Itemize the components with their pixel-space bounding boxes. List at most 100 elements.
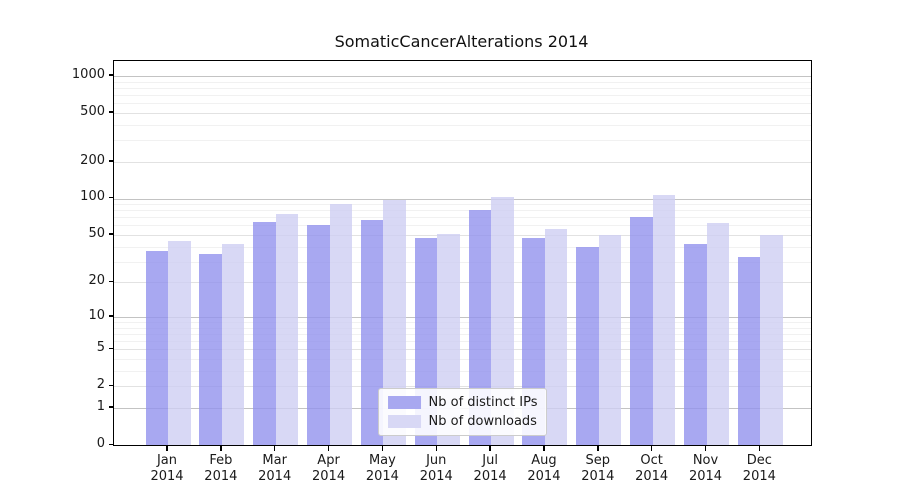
- x-tick-mar: [273, 445, 276, 451]
- gridline-y-5: [114, 349, 811, 351]
- bar-nov-downloads: [706, 222, 729, 445]
- bar-may-downloads: [383, 200, 406, 445]
- gridline-y-200: [114, 161, 811, 163]
- legend-swatch-downloads: [387, 415, 421, 428]
- gridline-y-4: [114, 359, 811, 360]
- y-tick-0: [109, 443, 114, 445]
- y-tick-500: [109, 111, 114, 113]
- plot-area: Nb of distinct IPs Nb of downloads: [113, 60, 812, 446]
- gridline-y-1000: [114, 76, 811, 77]
- bar-jan-downloads: [168, 240, 191, 445]
- bar-dec-distinct-ips: [737, 256, 761, 445]
- legend-label-distinct-ips: Nb of distinct IPs: [428, 395, 538, 410]
- x-tick-label-jan: Jan 2014: [150, 453, 184, 484]
- x-tick-label-jun: Jun 2014: [419, 453, 453, 484]
- bar-feb-distinct-ips: [199, 253, 222, 445]
- gridline-y-700: [114, 95, 811, 96]
- bar-apr-distinct-ips: [307, 224, 330, 445]
- gridline-y-500: [114, 112, 811, 114]
- x-tick-label-aug: Aug 2014: [527, 453, 561, 484]
- y-tick-1: [109, 406, 114, 408]
- y-tick-label-100: 100: [80, 189, 105, 205]
- gridline-y-50: [114, 235, 811, 236]
- gridline-y-800: [114, 87, 811, 89]
- x-tick-label-jul: Jul 2014: [473, 453, 507, 484]
- bar-dec-downloads: [760, 235, 783, 445]
- gridline-y-8: [114, 327, 811, 329]
- gridline-y-9: [114, 322, 811, 323]
- y-tick-label-2: 2: [96, 377, 105, 393]
- bar-jan-distinct-ips: [145, 250, 168, 445]
- x-tick-jan: [166, 445, 168, 451]
- x-tick-label-oct: Oct 2014: [635, 453, 669, 484]
- x-tick-feb: [220, 445, 222, 451]
- x-tick-label-sep: Sep 2014: [581, 453, 615, 484]
- y-tick-label-1: 1: [96, 398, 105, 414]
- bar-feb-downloads: [221, 244, 245, 445]
- y-tick-20: [109, 280, 114, 283]
- bar-sep-distinct-ips: [576, 246, 599, 445]
- y-tick-label-5: 5: [96, 340, 105, 356]
- y-tick-label-10: 10: [88, 307, 105, 323]
- gridline-y-70: [114, 217, 811, 219]
- chart-title: SomaticCancerAlterations 2014: [334, 32, 589, 51]
- bar-jul-distinct-ips: [468, 209, 492, 445]
- bar-mar-downloads: [275, 214, 299, 445]
- x-tick-dec: [758, 445, 761, 451]
- y-tick-label-0: 0: [96, 436, 105, 451]
- y-tick-100: [109, 196, 114, 199]
- gridline-y-90: [114, 204, 811, 206]
- legend-entry-downloads: Nb of downloads: [387, 412, 538, 431]
- x-tick-sep: [597, 445, 599, 451]
- y-tick-10: [109, 315, 114, 317]
- x-tick-may: [381, 445, 384, 451]
- x-tick-aug: [543, 445, 545, 451]
- gridline-y-100: [114, 198, 811, 200]
- x-tick-nov: [704, 445, 707, 451]
- y-tick-label-20: 20: [88, 273, 105, 289]
- gridline-y-7: [114, 333, 811, 335]
- gridline-y-30: [114, 261, 811, 263]
- bar-sep-downloads: [598, 235, 622, 445]
- y-tick-50: [109, 233, 114, 235]
- gridline-y-6: [114, 341, 811, 343]
- x-tick-label-apr: Apr 2014: [312, 453, 346, 484]
- x-tick-jun: [435, 445, 437, 451]
- x-tick-label-dec: Dec 2014: [742, 453, 776, 484]
- x-tick-label-mar: Mar 2014: [258, 453, 292, 484]
- y-tick-2: [109, 384, 114, 387]
- y-tick-200: [109, 160, 114, 162]
- x-tick-oct: [650, 445, 653, 451]
- x-tick-apr: [327, 445, 330, 451]
- gridline-y-400: [114, 124, 811, 126]
- bar-apr-downloads: [329, 203, 353, 445]
- gridline-y-60: [114, 225, 811, 227]
- gridline-y-300: [114, 140, 811, 142]
- x-tick-label-nov: Nov 2014: [688, 453, 723, 484]
- legend-label-downloads: Nb of downloads: [428, 414, 537, 429]
- bar-nov-distinct-ips: [684, 244, 707, 445]
- bar-oct-downloads: [652, 194, 676, 445]
- bar-oct-distinct-ips: [630, 216, 653, 445]
- legend-swatch-distinct-ips: [387, 396, 421, 409]
- y-tick-1000: [109, 74, 114, 76]
- y-tick-5: [109, 347, 114, 350]
- gridline-y-3: [114, 371, 811, 372]
- legend-entry-distinct-ips: Nb of distinct IPs: [387, 393, 538, 412]
- gridline-y-600: [114, 103, 811, 105]
- bar-aug-downloads: [544, 229, 568, 445]
- gridline-y-80: [114, 210, 811, 212]
- bar-jul-downloads: [491, 196, 514, 445]
- y-tick-label-200: 200: [80, 152, 105, 168]
- gridline-y-900: [114, 81, 811, 83]
- legend: Nb of distinct IPs Nb of downloads: [377, 388, 548, 436]
- gridline-y-40: [114, 246, 811, 248]
- x-tick-label-feb: Feb 2014: [204, 453, 238, 484]
- x-tick-jul: [489, 445, 491, 451]
- y-tick-label-50: 50: [88, 225, 105, 241]
- gridline-y-10: [114, 316, 811, 318]
- y-tick-label-1000: 1000: [71, 66, 105, 82]
- y-tick-label-500: 500: [80, 103, 105, 119]
- gridline-y-20: [114, 282, 811, 284]
